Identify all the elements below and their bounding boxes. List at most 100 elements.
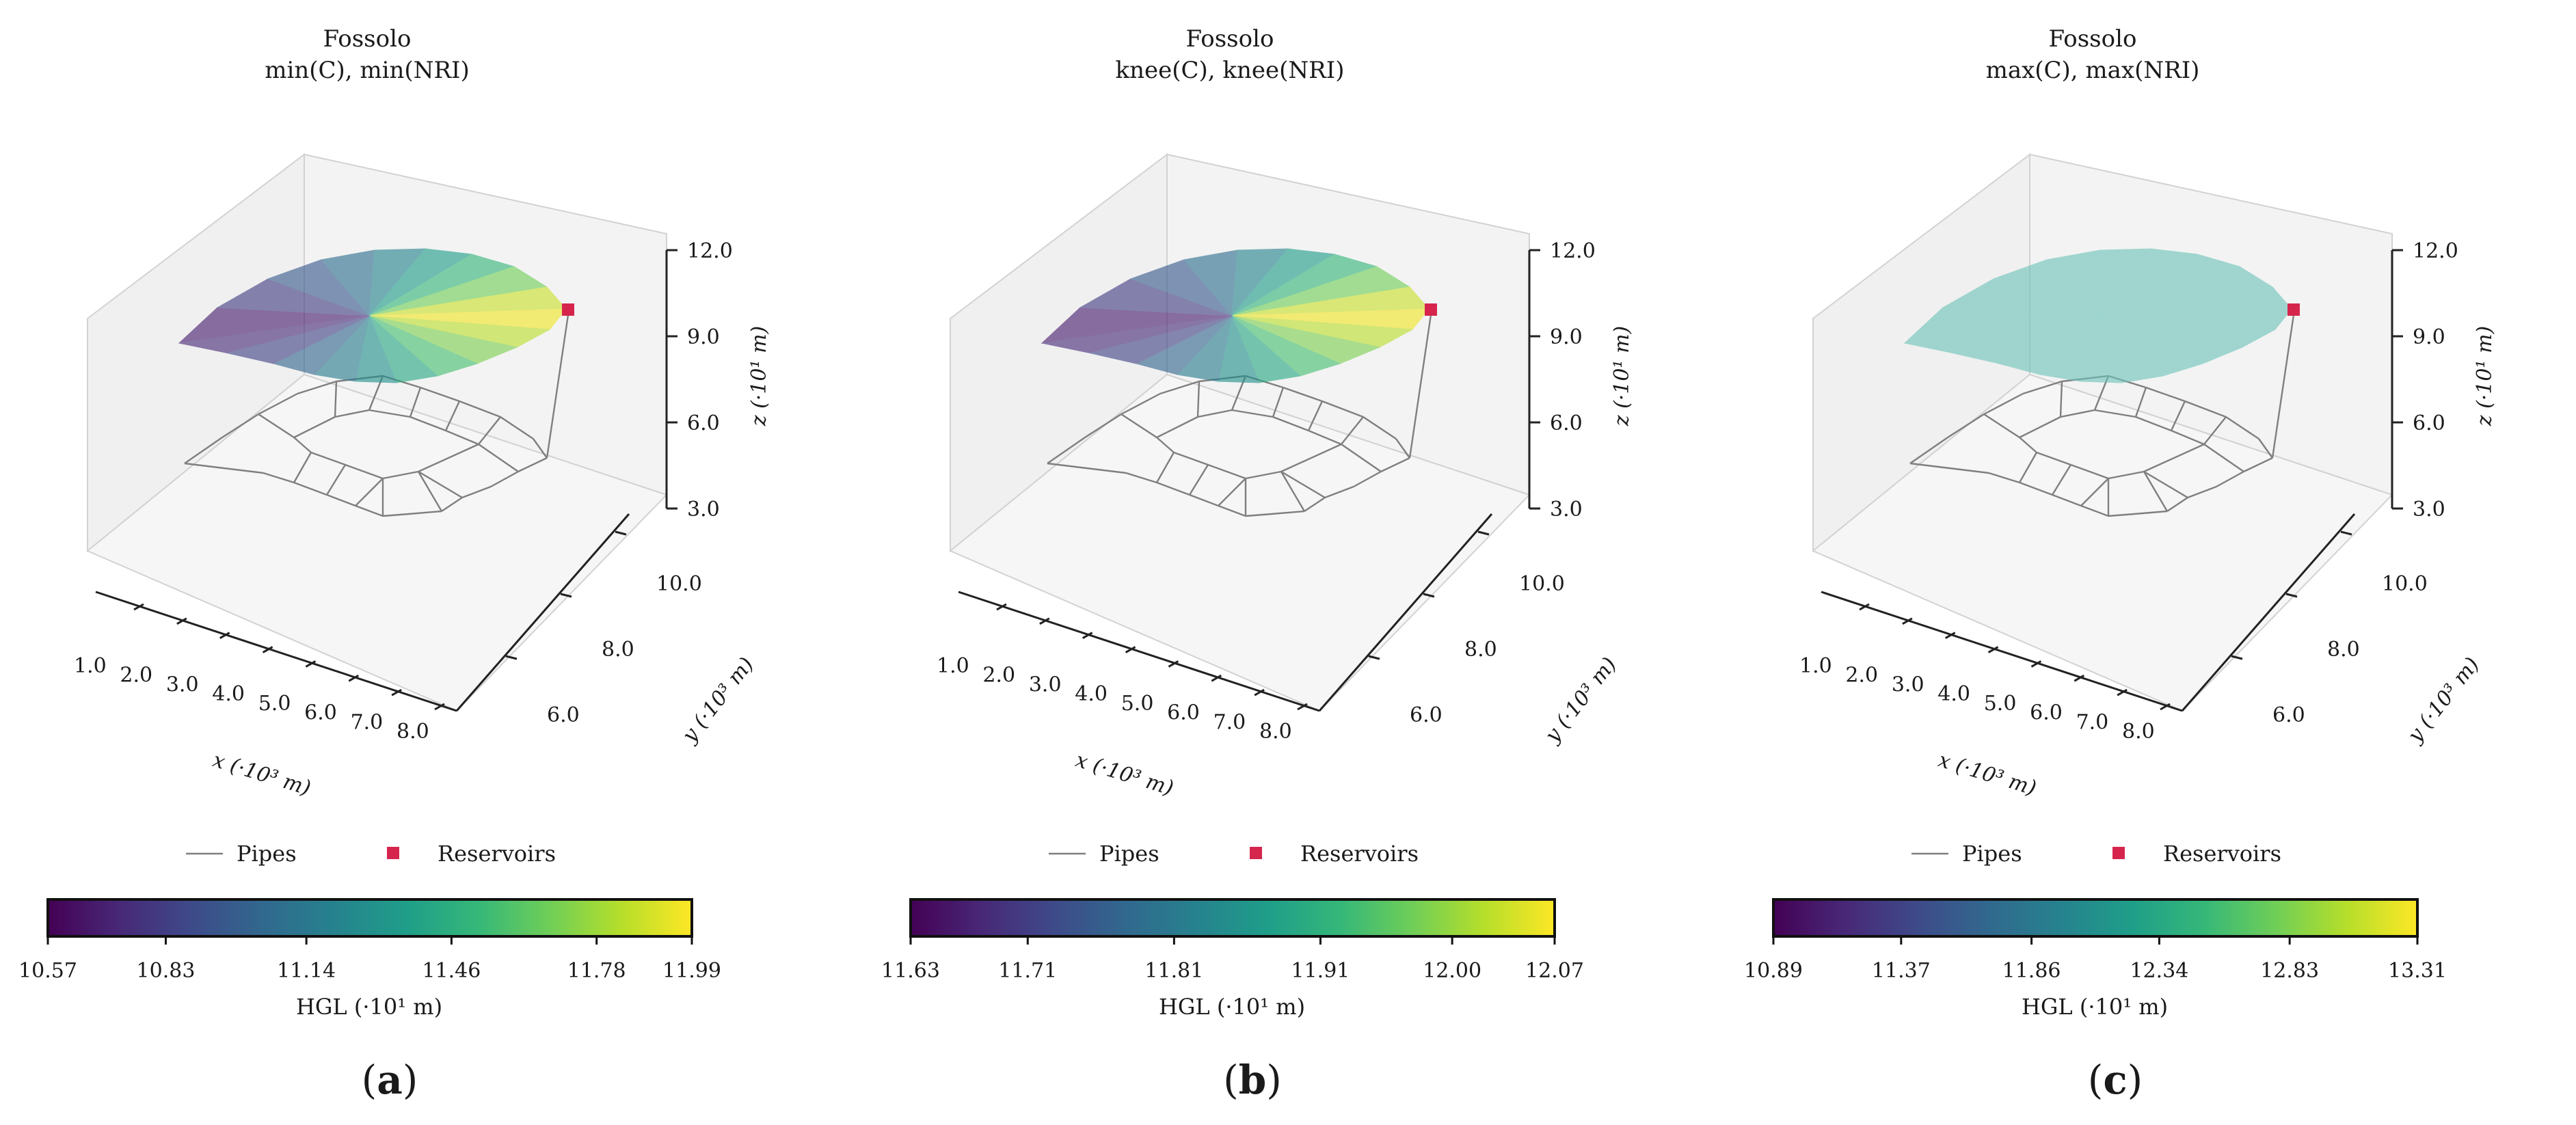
- pipe: [1189, 493, 1219, 507]
- x-tick: [434, 703, 445, 711]
- colorbar-tick-label: 10.83: [137, 959, 196, 983]
- pipe: [1197, 409, 1233, 418]
- y-tick-label: 6.0: [547, 703, 580, 727]
- pipe: [258, 413, 295, 439]
- pipe: [1156, 481, 1190, 496]
- legend-reservoir-swatch: [387, 847, 399, 859]
- y-tick-label: 10.0: [1519, 572, 1565, 596]
- x-tick: [1944, 632, 1956, 640]
- z-tick-label: 9.0: [1550, 325, 1583, 349]
- colorbar-tick-label: 12.07: [1525, 959, 1584, 983]
- colorbar-tick-label: 11.81: [1144, 959, 1203, 983]
- z-tick-label: 12.0: [1550, 239, 1596, 263]
- pipe: [1121, 413, 1157, 439]
- panel-label: (a)(a): [362, 1057, 418, 1103]
- pipe: [478, 444, 519, 472]
- z-tick-label: 3.0: [1550, 498, 1583, 521]
- x-tick: [1987, 646, 1999, 653]
- x-tick-label: 4.0: [1075, 682, 1108, 706]
- y-tick-label: 8.0: [602, 638, 634, 662]
- pipe: [1156, 416, 1198, 439]
- pipe: [2135, 416, 2172, 432]
- surface-facet: [1041, 315, 1233, 353]
- colorbar-tick-label: 12.00: [1423, 959, 1481, 983]
- panel-label-open: (: [2088, 1057, 2104, 1103]
- y-axis-label: y (·10³ m): [2402, 653, 2484, 748]
- panel-c: Fossolo max(C), max(NRI) 3.0 6.0 9.0 12.0 z (·…: [1744, 25, 2497, 1103]
- z-tick-label: 12.0: [2413, 239, 2458, 263]
- x-tick-label: 4.0: [1937, 682, 1970, 706]
- pipe: [355, 478, 384, 506]
- pipe: [1047, 462, 1127, 474]
- y-axis-line: [2181, 513, 2356, 711]
- pipe: [1218, 504, 1246, 517]
- y-tick-label: 8.0: [2327, 638, 2360, 662]
- pipe: [382, 513, 410, 517]
- pipe: [409, 387, 422, 418]
- z-tick-label: 6.0: [1550, 411, 1583, 435]
- pipe: [2187, 485, 2217, 499]
- pipe: [1408, 310, 1433, 459]
- pipe: [418, 443, 479, 473]
- x-tick: [1254, 688, 1265, 696]
- y-tick-label: 6.0: [1410, 703, 1443, 727]
- y-tick: [1368, 655, 1380, 660]
- pipe: [293, 452, 312, 483]
- pipe: [1341, 444, 1382, 472]
- panel-title: Fossolo: [323, 25, 412, 53]
- panel-label-letter: a: [377, 1057, 403, 1103]
- pipe: [2225, 416, 2259, 439]
- legend-pipes-label: Pipes: [237, 841, 297, 867]
- x-tick-label: 2.0: [120, 664, 152, 688]
- colorbar-tick-label: 11.78: [567, 959, 626, 983]
- panel-subtitle: min(C), min(NRI): [265, 57, 470, 84]
- pipe: [478, 416, 501, 445]
- pipe: [2108, 470, 2145, 480]
- pipe: [1272, 416, 1309, 432]
- z-tick-label: 3.0: [2413, 498, 2445, 521]
- x-axis-label: x (·10³ m): [1073, 748, 1176, 801]
- pipe: [2019, 481, 2053, 496]
- pipe: [1283, 386, 1323, 403]
- panel-label: (b)(b): [1223, 1057, 1282, 1103]
- pipe: [325, 464, 347, 496]
- x-tick: [2160, 703, 2171, 711]
- pipe: [310, 451, 346, 466]
- pipe: [1231, 409, 1274, 418]
- pipe: [546, 310, 570, 459]
- z-tick-label: 9.0: [2413, 325, 2445, 349]
- colorbar-label: HGL (·10¹ m): [1159, 994, 1305, 1020]
- pipe: [441, 497, 463, 512]
- x-tick-label: 5.0: [258, 692, 291, 716]
- pipe: [2243, 457, 2273, 473]
- x-axis-line: [1821, 591, 2183, 712]
- x-tick: [1039, 617, 1050, 625]
- panel-label-open: (: [362, 1057, 377, 1103]
- x-tick: [1082, 632, 1093, 640]
- y-tick-label: 10.0: [2382, 572, 2428, 596]
- x-tick: [1297, 703, 1308, 711]
- colorbar-tick-label: 11.71: [998, 959, 1057, 983]
- surface-facet: [178, 315, 370, 353]
- z-tick-label: 6.0: [687, 411, 720, 435]
- reservoir-marker: [1425, 303, 1437, 316]
- x-axis-line: [958, 591, 1320, 712]
- colorbar-tick-label: 11.86: [2002, 959, 2061, 983]
- pipe: [1307, 401, 1324, 431]
- pipe: [1321, 400, 1364, 418]
- z-tick-label: 12.0: [687, 239, 733, 263]
- pipe: [1280, 471, 1306, 512]
- pipe: [420, 386, 460, 403]
- x-tick-label: 8.0: [2122, 720, 2155, 744]
- pipe: [222, 413, 259, 439]
- pipe: [1188, 464, 1209, 496]
- panel-label-letter: c: [2103, 1057, 2127, 1103]
- x-tick-label: 1.0: [937, 654, 969, 678]
- y-tick: [560, 593, 572, 598]
- pipe: [2166, 497, 2188, 512]
- pipe: [297, 380, 337, 395]
- pipe: [533, 438, 548, 459]
- pipe: [334, 381, 338, 418]
- pipe: [1047, 437, 1086, 464]
